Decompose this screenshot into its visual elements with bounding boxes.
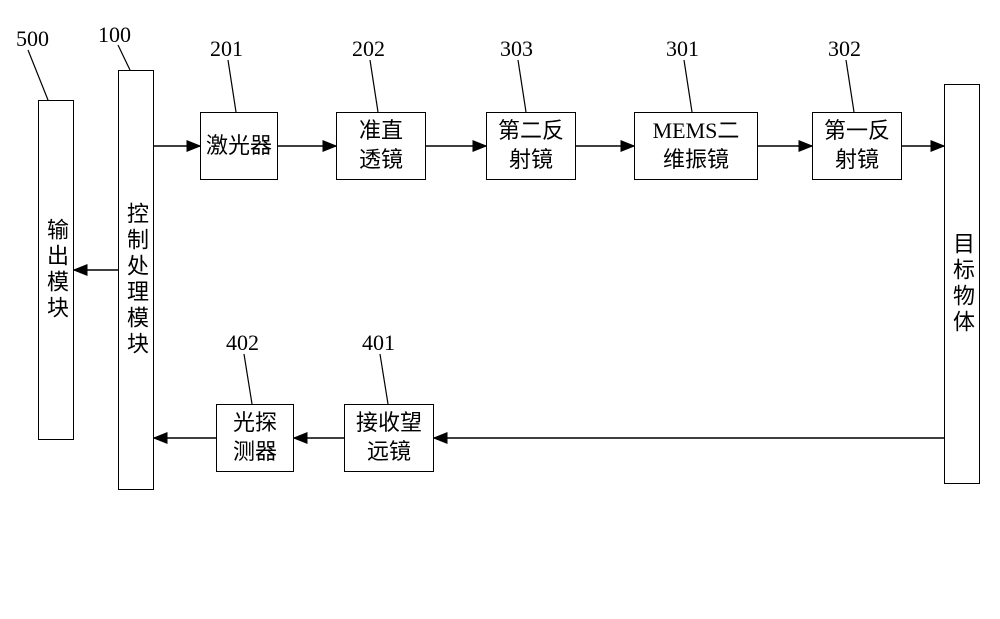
leader-collimator [370, 60, 378, 112]
leader-laser [228, 60, 236, 112]
leader-second_mirror [518, 60, 526, 112]
ref-label-mems: 301 [666, 36, 699, 62]
node-label-control_module: 控制处理模块 [120, 202, 152, 358]
node-label-output_module: 输出模块 [40, 218, 72, 322]
node-collimator: 准直透镜 [336, 112, 426, 180]
node-photodetector: 光探测器 [216, 404, 294, 472]
leader-control_module [118, 45, 130, 70]
node-label-second_mirror: 第二反射镜 [494, 115, 568, 176]
leader-output_module [28, 50, 48, 100]
leader-first_mirror [846, 60, 854, 112]
ref-label-laser: 201 [210, 36, 243, 62]
ref-label-second_mirror: 303 [500, 36, 533, 62]
node-output_module: 输出模块 [38, 100, 74, 440]
ref-label-telescope: 401 [362, 330, 395, 356]
node-laser: 激光器 [200, 112, 278, 180]
node-control_module: 控制处理模块 [118, 70, 154, 490]
node-second_mirror: 第二反射镜 [486, 112, 576, 180]
ref-label-photodetector: 402 [226, 330, 259, 356]
node-label-laser: 激光器 [202, 130, 276, 163]
node-telescope: 接收望远镜 [344, 404, 434, 472]
node-label-collimator: 准直透镜 [355, 115, 407, 176]
node-target: 目标物体 [944, 84, 980, 484]
leader-mems [684, 60, 692, 112]
ref-label-control_module: 100 [98, 22, 131, 48]
block-diagram: 输出模块 控制处理模块 激光器 准直透镜 第二反射镜 MEMS二维振镜 第一反射镜目标物体光… [0, 0, 1000, 619]
node-label-first_mirror: 第一反射镜 [820, 115, 894, 176]
leader-photodetector [244, 354, 252, 404]
ref-label-output_module: 500 [16, 26, 49, 52]
node-label-photodetector: 光探测器 [229, 407, 281, 468]
node-mems: MEMS二维振镜 [634, 112, 758, 180]
node-label-telescope: 接收望远镜 [352, 407, 426, 468]
node-first_mirror: 第一反射镜 [812, 112, 902, 180]
leader-telescope [380, 354, 388, 404]
node-label-target: 目标物体 [946, 232, 978, 336]
ref-label-first_mirror: 302 [828, 36, 861, 62]
node-label-mems: MEMS二维振镜 [649, 115, 744, 176]
ref-label-collimator: 202 [352, 36, 385, 62]
